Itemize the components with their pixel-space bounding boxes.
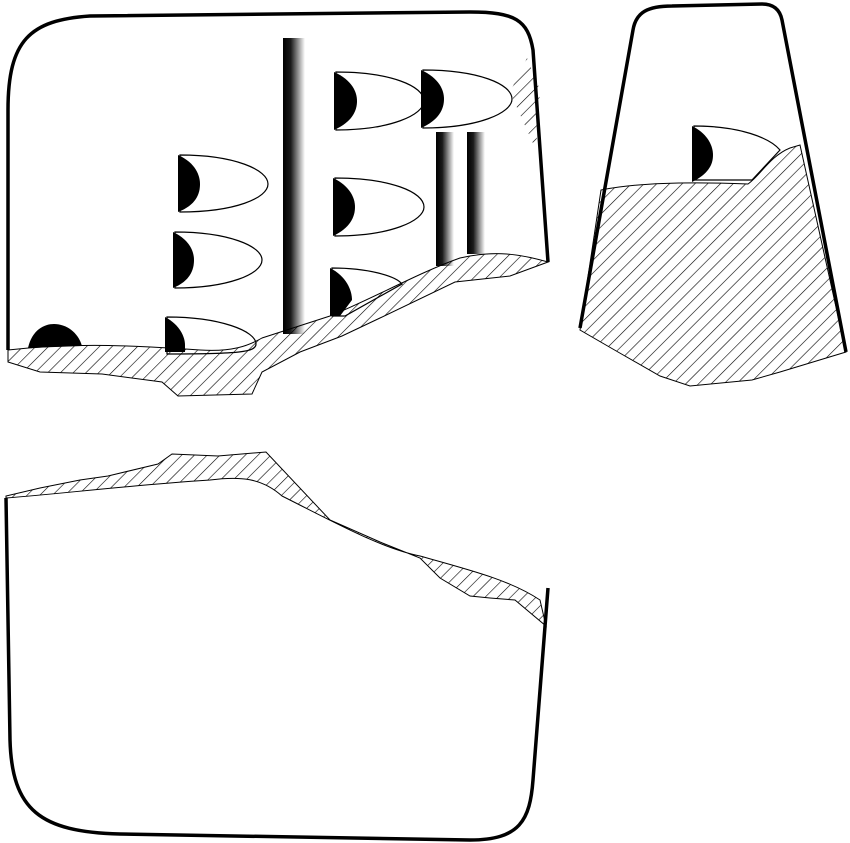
fragment-lower — [4, 451, 550, 842]
fragment-upper-right — [578, 2, 848, 387]
wedge — [421, 69, 513, 129]
fragment-upper-left-break — [7, 253, 550, 397]
wedge — [330, 267, 403, 317]
fragment-upper-left-outline — [6, 10, 550, 350]
fragment-upper-right-break — [579, 144, 847, 387]
wedge — [333, 177, 425, 237]
vertical-stroke-3 — [467, 132, 485, 254]
wedge — [178, 154, 269, 213]
fragment-upper-left-corner-break — [510, 58, 540, 150]
fragment-lower-break — [5, 451, 547, 628]
fragment-lower-outline — [4, 497, 550, 842]
wedge — [173, 231, 263, 289]
wedge — [334, 71, 425, 131]
wedge — [692, 125, 781, 182]
fragment-upper-right-outline — [578, 2, 848, 353]
vertical-stroke-1 — [283, 38, 305, 334]
semicircle-mark — [28, 324, 82, 348]
fragment-upper-left — [6, 10, 550, 397]
vertical-stroke-2 — [436, 132, 454, 266]
